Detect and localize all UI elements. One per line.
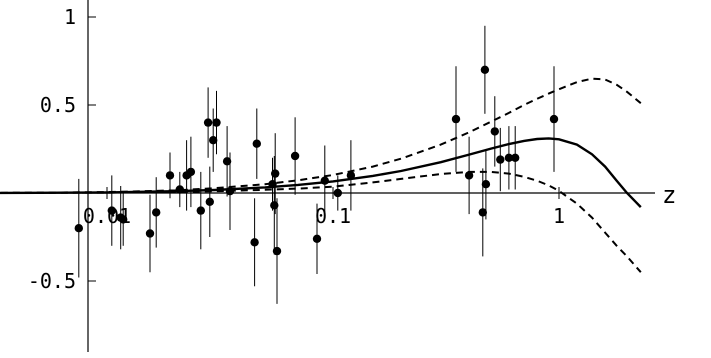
data-point-10 (197, 206, 205, 214)
data-point-28 (452, 115, 460, 123)
data-point-17 (250, 238, 258, 246)
x-axis-label: z (662, 181, 676, 209)
data-point-25 (321, 177, 329, 185)
data-point-9 (187, 168, 195, 176)
x-tick-label-1: 0.1 (315, 204, 351, 228)
data-points (75, 26, 559, 304)
data-point-23 (291, 152, 299, 160)
data-point-27 (347, 171, 355, 179)
y-tick-label-0: 1 (64, 5, 76, 29)
data-point-14 (212, 118, 220, 126)
data-point-37 (550, 115, 558, 123)
data-point-33 (491, 127, 499, 135)
data-point-6 (166, 171, 174, 179)
x-tick-label-2: 1 (553, 204, 565, 228)
data-point-0 (75, 224, 83, 232)
data-point-31 (481, 66, 489, 74)
data-point-16 (226, 187, 234, 195)
data-point-11 (204, 118, 212, 126)
data-point-12 (206, 198, 214, 206)
data-point-34 (496, 155, 504, 163)
solid-curve-0 (0, 138, 641, 207)
plot-area (0, 26, 641, 304)
data-point-36 (511, 154, 519, 162)
data-point-18 (253, 140, 261, 148)
data-point-32 (482, 180, 490, 188)
data-point-5 (152, 208, 160, 216)
y-tick-label-1: 0.5 (40, 93, 76, 117)
data-point-22 (273, 247, 281, 255)
dashed-curve-1 (0, 79, 641, 193)
y-tick-label-2: -0.5 (28, 269, 76, 293)
x-tick-label-0: 0.01 (83, 204, 131, 228)
data-point-29 (465, 171, 473, 179)
data-point-24 (313, 235, 321, 243)
data-point-4 (146, 229, 154, 237)
data-point-21 (271, 169, 279, 177)
model-curves (0, 79, 641, 273)
